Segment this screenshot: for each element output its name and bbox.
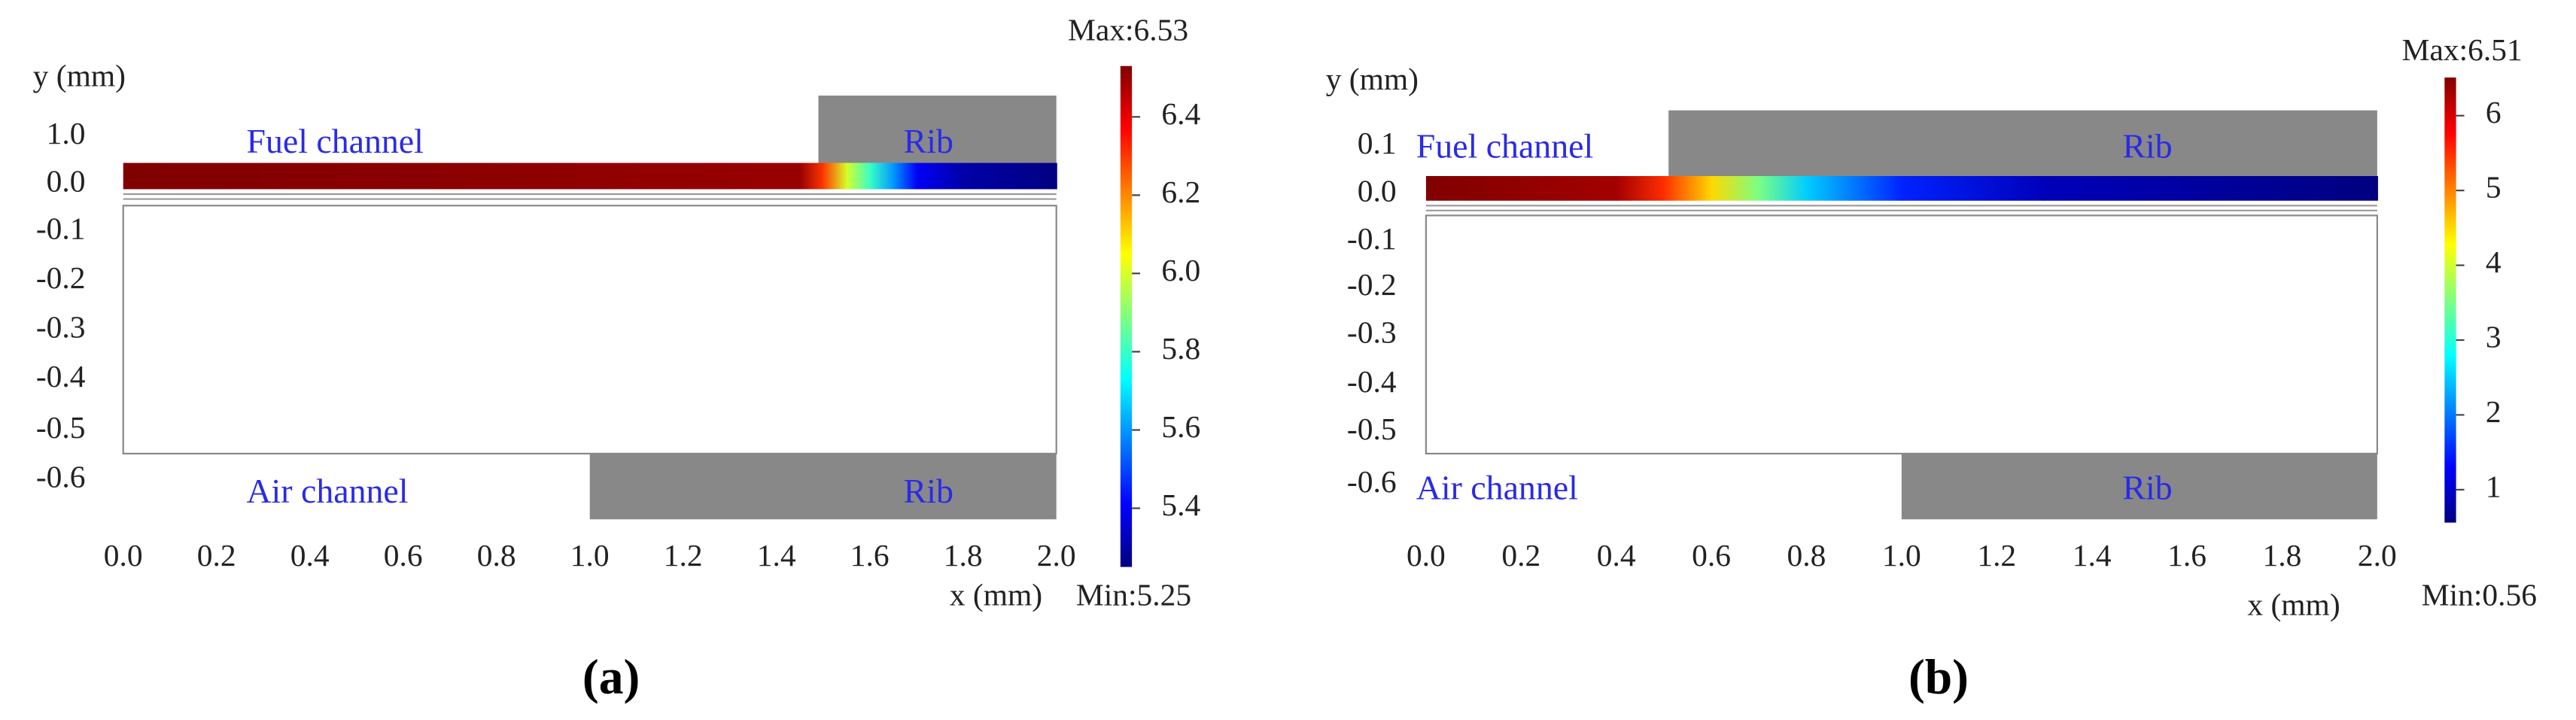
concentration-segment <box>1425 176 1617 201</box>
x-tick-label: 1.0 <box>1882 538 1921 573</box>
colorbar-tick-label: 3 <box>2486 320 2501 354</box>
domain-box <box>122 205 1057 455</box>
fuel-channel-label: Fuel channel <box>246 122 423 160</box>
colorbar-tick-label: 5.6 <box>1161 409 1200 444</box>
x-tick-label: 0.0 <box>104 538 143 573</box>
colorbar-tick-label: 6.4 <box>1161 96 1200 131</box>
concentration-segment <box>893 163 917 190</box>
x-tick-label: 1.4 <box>2073 538 2112 573</box>
y-tick-label: -0.5 <box>36 410 86 445</box>
rib <box>1668 110 2377 176</box>
colorbar-tick-label: 5.4 <box>1161 488 1200 522</box>
concentration-segment <box>1806 176 1902 201</box>
concentration-segment <box>1901 176 2045 201</box>
rib <box>818 96 1057 163</box>
colorbar-tick-label: 1 <box>2486 469 2501 503</box>
x-tick-label: 0.8 <box>1787 538 1826 573</box>
domain-box <box>1425 214 2378 455</box>
x-tick-label: 1.6 <box>2167 538 2206 573</box>
colorbar-min: Min:0.56 <box>2422 578 2537 612</box>
y-tick-label: 0.0 <box>1358 174 1397 208</box>
y-tick-label: -0.4 <box>1347 364 1397 399</box>
rib-label: Rib <box>904 122 953 160</box>
y-tick-label: 0.0 <box>47 163 86 198</box>
y-tick-label: -0.3 <box>36 310 86 345</box>
air-channel-label: Air channel <box>246 472 408 510</box>
colorbar-tick-label: 6 <box>2486 95 2501 129</box>
concentration-segment <box>2044 176 2378 201</box>
y-tick-label: -0.2 <box>1347 267 1397 302</box>
y-tick-label: -0.6 <box>1347 464 1397 499</box>
x-tick-label: 2.0 <box>2358 538 2397 573</box>
rib <box>589 453 1057 520</box>
concentration-segment <box>799 163 824 190</box>
panel-label: (b) <box>1908 650 1969 704</box>
x-tick-label: 1.8 <box>2263 538 2302 573</box>
y-axis-label: y (mm) <box>33 59 126 94</box>
colorbar-max: Max:6.53 <box>1068 13 1188 47</box>
x-axis-label: x (mm) <box>2247 588 2340 623</box>
y-tick-label: -0.1 <box>36 211 86 246</box>
concentration-segment <box>823 163 847 190</box>
x-tick-label: 1.6 <box>850 538 890 573</box>
concentration-segment <box>916 163 964 190</box>
rib-label: Rib <box>904 472 953 510</box>
x-tick-label: 1.2 <box>1977 538 2016 573</box>
rib <box>1901 453 2377 520</box>
x-tick-label: 0.2 <box>197 538 236 573</box>
concentration-segment <box>1711 176 1760 201</box>
concentration-segment <box>1759 176 1808 201</box>
x-axis-label: x (mm) <box>950 578 1042 613</box>
y-tick-label: -0.5 <box>1347 412 1397 446</box>
x-tick-label: 0.8 <box>477 538 516 573</box>
y-tick-label: -0.6 <box>36 459 86 494</box>
colorbar-min: Min:5.25 <box>1076 578 1191 612</box>
colorbar <box>2444 77 2456 523</box>
concentration-segment <box>846 163 871 190</box>
x-tick-label: 2.0 <box>1037 538 1076 573</box>
colorbar-tick-label: 4 <box>2486 245 2501 279</box>
y-tick-label: -0.4 <box>36 359 86 393</box>
x-tick-label: 0.2 <box>1501 538 1540 573</box>
x-tick-label: 0.6 <box>1692 538 1731 573</box>
y-tick-label: 0.1 <box>1358 126 1397 160</box>
panel-label: (a) <box>582 650 640 704</box>
concentration-segment <box>1663 176 1713 201</box>
colorbar <box>1120 65 1133 567</box>
x-tick-label: 1.2 <box>664 538 703 573</box>
y-tick-label: -0.3 <box>1347 314 1397 349</box>
fuel-channel-label: Fuel channel <box>1416 127 1593 166</box>
y-tick-label: 1.0 <box>47 116 86 150</box>
colorbar-tick-label: 6.0 <box>1161 253 1200 287</box>
concentration-segment <box>1616 176 1665 201</box>
y-tick-label: -0.2 <box>36 260 86 295</box>
x-tick-label: 1.8 <box>944 538 983 573</box>
x-tick-label: 0.4 <box>1597 538 1636 573</box>
x-tick-label: 0.4 <box>290 538 330 573</box>
x-tick-label: 0.6 <box>384 538 423 573</box>
y-axis-label: y (mm) <box>1326 62 1419 97</box>
colorbar-tick-label: 5.8 <box>1161 331 1200 366</box>
y-tick-label: -0.1 <box>1347 221 1397 256</box>
x-tick-label: 1.4 <box>757 538 796 573</box>
rib-label: Rib <box>2122 127 2172 166</box>
colorbar-tick-label: 5 <box>2486 170 2501 205</box>
concentration-segment <box>869 163 894 190</box>
colorbar-max: Max:6.51 <box>2402 32 2523 67</box>
concentration-segment <box>963 163 1057 190</box>
colorbar-tick-label: 2 <box>2486 394 2501 429</box>
concentration-segment <box>123 163 801 190</box>
x-tick-label: 0.0 <box>1407 538 1446 573</box>
rib-label: Rib <box>2122 469 2172 507</box>
air-channel-label: Air channel <box>1416 469 1578 507</box>
colorbar-tick-label: 6.2 <box>1161 175 1200 209</box>
x-tick-label: 1.0 <box>570 538 610 573</box>
